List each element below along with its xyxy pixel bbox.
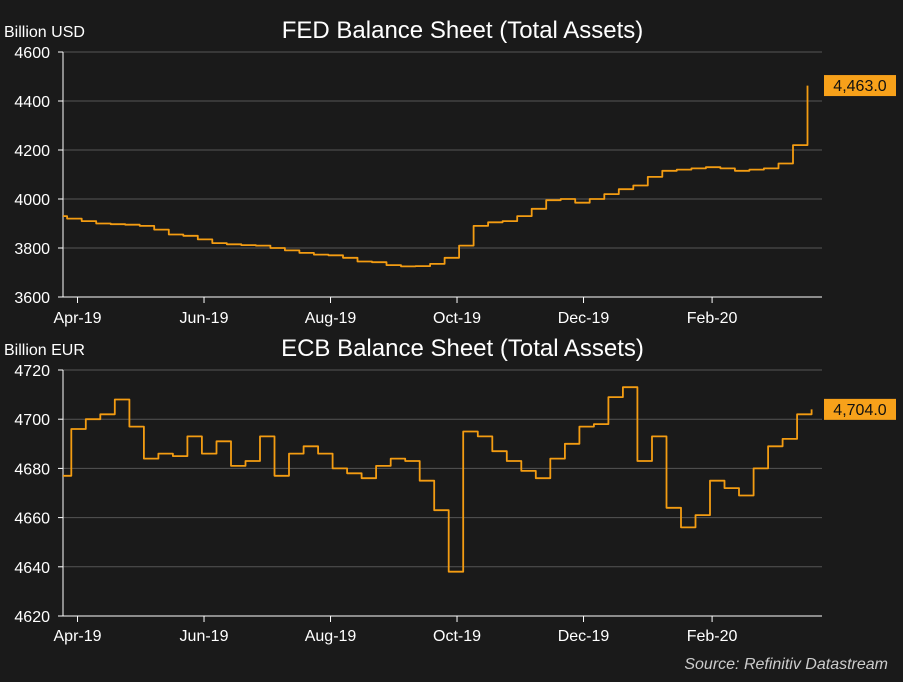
- x-tick-label: Apr-19: [54, 310, 102, 327]
- y-tick-label: 4400: [14, 94, 50, 111]
- y-tick-label: 4680: [14, 461, 50, 478]
- x-tick-label: Oct-19: [433, 628, 481, 645]
- x-tick-label: Aug-19: [305, 310, 357, 327]
- x-tick-label: Dec-19: [558, 310, 610, 327]
- y-tick-label: 4720: [14, 363, 50, 380]
- y-tick-label: 3600: [14, 290, 50, 307]
- x-tick-label: Feb-20: [687, 310, 738, 327]
- y-tick-label: 4640: [14, 560, 50, 577]
- chart-panel-1: FED Balance Sheet (Total Assets) Billion …: [4, 17, 896, 327]
- unit-label: Billion USD: [4, 24, 85, 41]
- last-value-label: 4,704.0: [833, 402, 886, 419]
- unit-label: Billion EUR: [4, 342, 85, 359]
- x-tick-label: Jun-19: [180, 628, 229, 645]
- last-value-badge: 4,463.0: [824, 75, 896, 97]
- series-line: [63, 386, 813, 573]
- chart-title: ECB Balance Sheet (Total Assets): [281, 335, 644, 362]
- x-tick-label: Aug-19: [305, 628, 357, 645]
- last-value-box: [824, 398, 896, 420]
- chart-title: FED Balance Sheet (Total Assets): [282, 17, 644, 44]
- x-tick-label: Feb-20: [687, 628, 738, 645]
- x-tick-label: Apr-19: [54, 628, 102, 645]
- last-value-label: 4,463.0: [833, 78, 886, 95]
- y-tick-label: 4620: [14, 609, 50, 626]
- y-tick-label: 3800: [14, 241, 50, 258]
- x-tick-label: Dec-19: [558, 628, 610, 645]
- y-tick-label: 4000: [14, 192, 50, 209]
- last-value-badge: 4,704.0: [824, 398, 896, 420]
- y-tick-label: 4700: [14, 412, 50, 429]
- y-tick-label: 4660: [14, 511, 50, 528]
- x-tick-label: Oct-19: [433, 310, 481, 327]
- chart-panel-2: ECB Balance Sheet (Total Assets) Billion …: [4, 335, 896, 645]
- y-tick-label: 4200: [14, 143, 50, 160]
- source-note: Source: Refinitiv Datastream: [684, 656, 888, 673]
- x-tick-label: Jun-19: [180, 310, 229, 327]
- last-value-box: [824, 75, 896, 97]
- y-tick-label: 4600: [14, 45, 50, 62]
- series-line: [63, 85, 809, 268]
